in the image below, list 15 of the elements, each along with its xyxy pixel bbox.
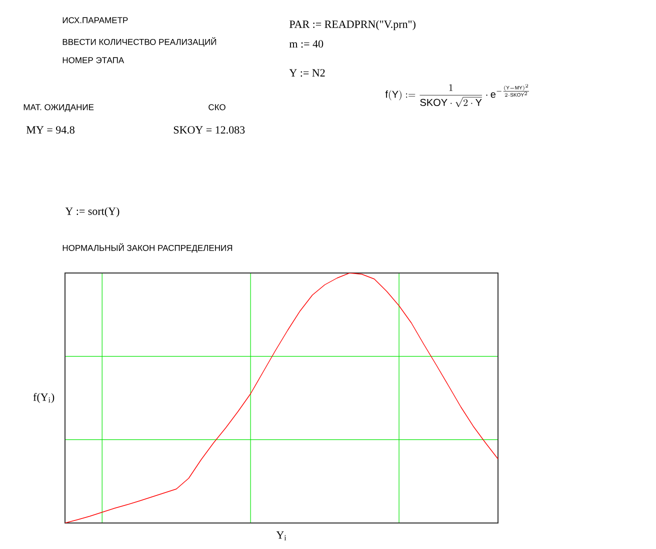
text: ИСХ.ПАРАМЕТР xyxy=(62,17,128,24)
text: МАТ. ОЖИДАНИЕ xyxy=(24,104,94,112)
text: СКО xyxy=(208,104,226,110)
x-axis-title: Y$_{i}$ xyxy=(276,531,286,540)
text: m := 40 xyxy=(289,40,324,48)
text: Y := sort(Y) xyxy=(65,207,120,218)
text: SKOY = 12.083 xyxy=(174,126,245,134)
text: ВВЕСТИ КОЛИЧЕСТВО РЕАЛИЗАЦИЙ xyxy=(62,37,216,47)
text: MY = 94.8 xyxy=(26,126,74,134)
text: $\mathrm{f(Y)} := \frac{1}{\mathrm{SKOY}\cdot\sqrt{2\cdot\mathrm{Y}}}\cdot\mathrm{e}^{-\frac{(\mathrm{Y}-\mathrm{MY})^{2}}{2\cdot\mathrm{SKOY}^{2}}}$ xyxy=(385,84,529,108)
text: Y := N2 xyxy=(289,69,325,77)
chart-title: НОРМАЛЬНЫЙ ЗАКОН РАСПРЕДЕЛЕНИЯ xyxy=(62,243,232,253)
text: НОМЕР ЭТАПА xyxy=(62,57,124,64)
text: PAR := READPRN("V.prn") xyxy=(290,20,416,30)
y-axis-title: f(Y$_{i}$) xyxy=(33,392,54,404)
